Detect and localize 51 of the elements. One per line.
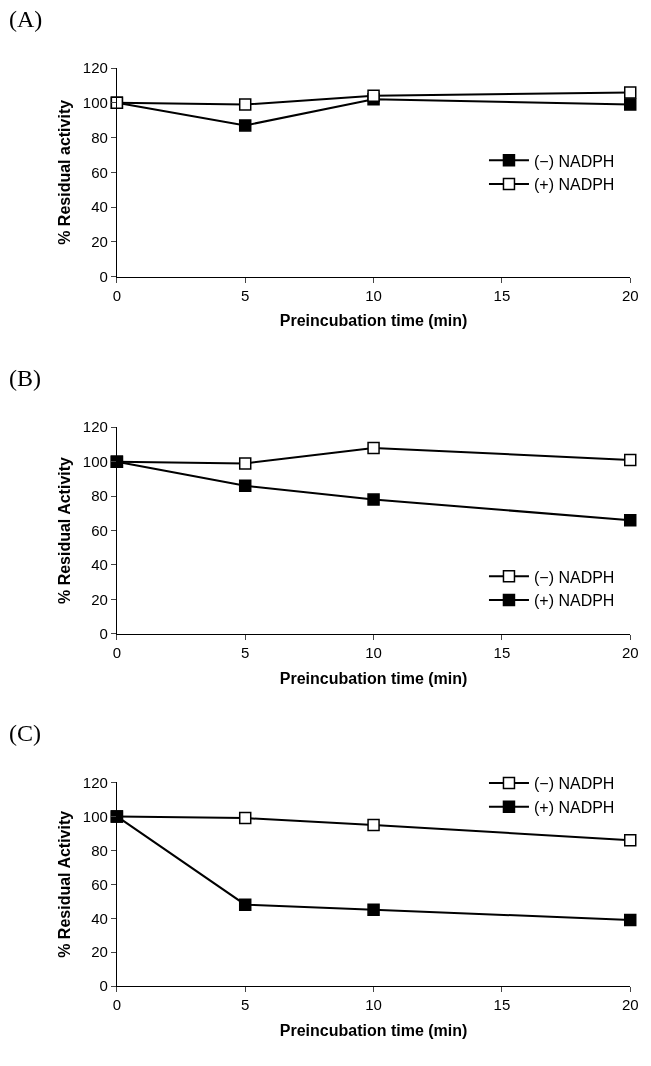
y-tick-label: 0 [99, 625, 108, 643]
legend-label: (+) NADPH [533, 176, 615, 194]
y-tick-label: 0 [99, 977, 108, 995]
x-tick-label: 20 [621, 643, 639, 661]
x-axis-title: Preincubation time (min) [279, 669, 468, 687]
y-tick-label: 0 [99, 267, 108, 285]
x-tick-label: 0 [112, 286, 122, 304]
y-tick-label: 100 [82, 94, 108, 112]
y-tick-label: 80 [91, 487, 108, 505]
y-tick-label: 40 [91, 909, 108, 927]
y-tick-label: 40 [91, 556, 108, 574]
chart-title: (C) [9, 720, 41, 746]
y-tick-label: 120 [82, 773, 108, 791]
x-tick-label: 15 [493, 286, 511, 304]
chart-title: (A) [9, 6, 43, 32]
y-tick-label: 60 [91, 163, 108, 181]
y-axis-title: % Residual Activity [55, 810, 73, 958]
y-tick-label: 100 [82, 452, 108, 470]
legend-label: (−) NADPH [533, 152, 615, 170]
chart-title: (B) [9, 365, 41, 391]
y-tick-label: 60 [91, 521, 108, 539]
y-tick-label: 120 [82, 59, 108, 77]
y-axis-title: % Residual activity [55, 99, 73, 245]
x-tick-label: 20 [621, 286, 639, 304]
x-tick-label: 10 [365, 286, 382, 304]
x-tick-label: 5 [241, 996, 250, 1014]
y-tick-label: 60 [91, 875, 108, 893]
legend-label: (+) NADPH [533, 799, 615, 817]
y-tick-label: 40 [91, 198, 108, 216]
legend-label: (−) NADPH [533, 568, 615, 586]
x-tick-label: 20 [621, 996, 639, 1014]
y-tick-label: 20 [91, 590, 108, 608]
legend-label: (+) NADPH [533, 592, 615, 610]
x-tick-label: 0 [112, 996, 122, 1014]
y-tick-label: 80 [91, 841, 108, 859]
x-axis-title: Preincubation time (min) [279, 312, 468, 330]
y-tick-label: 120 [82, 418, 108, 436]
x-tick-label: 0 [112, 643, 122, 661]
x-tick-label: 15 [493, 996, 511, 1014]
x-axis-title: Preincubation time (min) [279, 1021, 468, 1039]
x-tick-label: 10 [365, 643, 382, 661]
y-tick-label: 20 [91, 943, 108, 961]
x-tick-label: 5 [241, 643, 250, 661]
y-tick-label: 20 [91, 233, 108, 251]
x-tick-label: 5 [241, 286, 250, 304]
legend-label: (−) NADPH [533, 775, 615, 793]
y-tick-label: 100 [82, 807, 108, 825]
y-tick-label: 80 [91, 128, 108, 146]
x-tick-label: 10 [365, 996, 382, 1014]
y-axis-title: % Residual Activity [55, 456, 73, 605]
x-tick-label: 15 [493, 643, 511, 661]
